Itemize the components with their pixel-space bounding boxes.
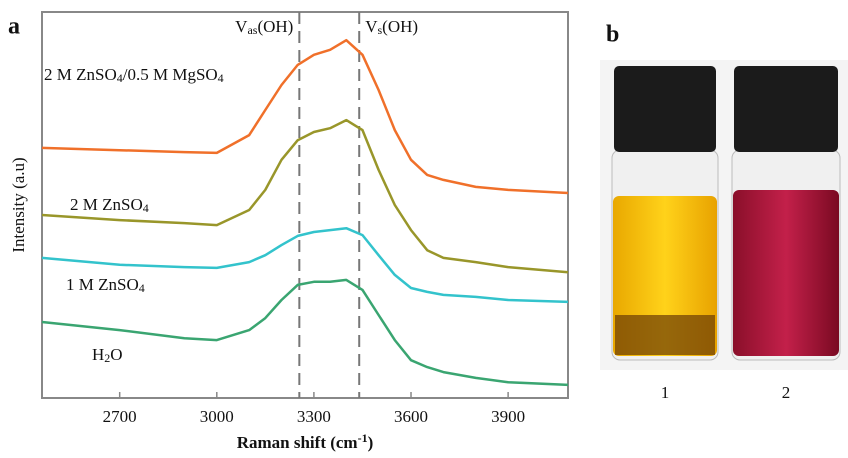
series-label: 1 M ZnSO4 xyxy=(66,275,145,295)
series-label: 2 M ZnSO4/0.5 M MgSO4 xyxy=(44,65,224,85)
panel-label: a xyxy=(8,14,20,40)
annotation: Vs(OH) xyxy=(365,17,418,37)
photo: b 1 2 xyxy=(600,22,848,402)
y-axis-label: Intensity (a.u) xyxy=(9,157,28,252)
series-line xyxy=(42,280,568,385)
precipitate xyxy=(615,315,715,355)
x-tick-label: 3600 xyxy=(394,407,428,426)
x-axis-label: Raman shift (cm-1) xyxy=(237,431,374,452)
vial-cap xyxy=(614,66,716,152)
x-tick-label: 3300 xyxy=(297,407,331,426)
vial-label: 1 xyxy=(661,383,670,402)
series-label: 2 M ZnSO4 xyxy=(70,195,149,215)
figure: a b 1 2 2700 3000 3300 3600 3900 Raman shift … xyxy=(0,0,848,458)
vial-label: 2 xyxy=(782,383,791,402)
panel-label: b xyxy=(606,22,619,48)
series-line xyxy=(42,40,568,193)
x-tick-label: 3900 xyxy=(491,407,525,426)
x-tick-label: 2700 xyxy=(103,407,137,426)
annotation: Vas(OH) xyxy=(235,17,293,37)
series-label: H2O xyxy=(92,345,123,365)
vial-cap xyxy=(734,66,838,152)
x-tick-label: 3000 xyxy=(200,407,234,426)
vial-liquid xyxy=(733,190,839,356)
